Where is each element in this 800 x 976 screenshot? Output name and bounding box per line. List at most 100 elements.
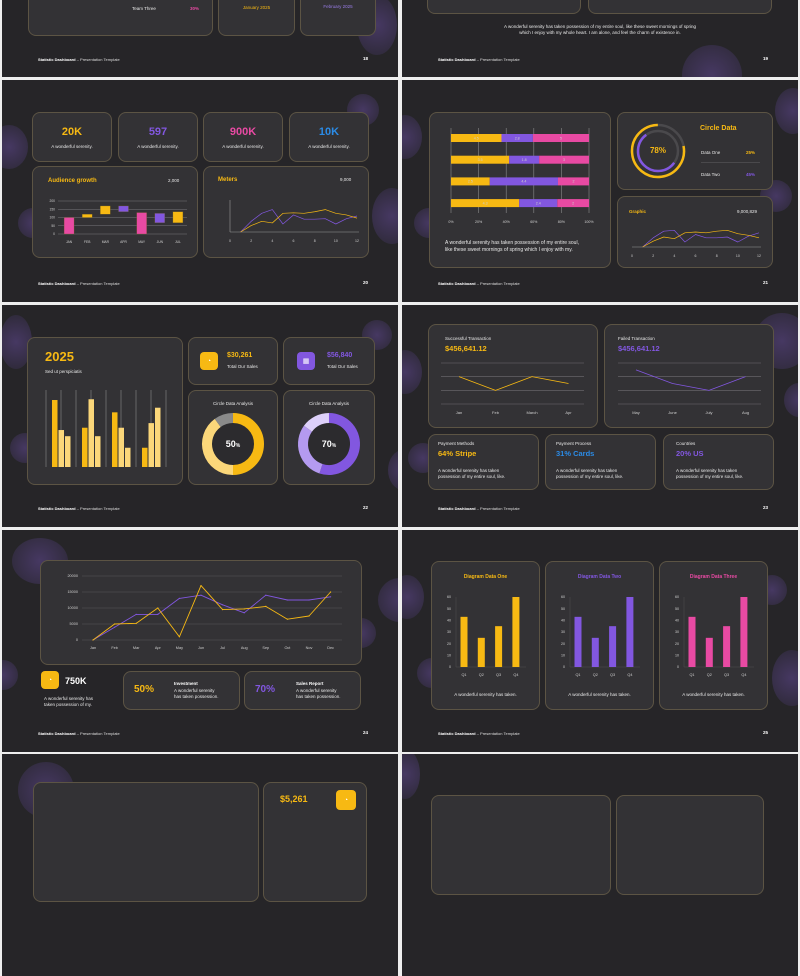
card-text: A wonderful serenity has taken [438,468,500,473]
data-two-label: Data Two [701,172,720,177]
decorative-blob [402,115,422,159]
data-point [178,636,180,638]
meters-card [203,166,369,258]
diagram-card [545,561,654,710]
donut-hole [212,423,254,465]
x-tick-label: 2 [250,239,252,243]
y-tick-label: 50 [561,607,565,611]
x-tick-label: APR [120,240,127,244]
bar-segment [557,199,589,208]
bar-label: 2 [572,201,574,205]
big-text: A wonderful serenity has [44,696,94,701]
slide-20[interactable]: 20K 597 900K 10K A wonderful serenity. A… [2,80,398,302]
x-tick-label: Q1 [689,673,694,677]
bar [125,447,131,467]
bar-label: 2 [572,180,574,184]
data-point [114,623,116,625]
slide-24[interactable]: 0 5000 10000 15000 20000 Jan Feb Mar Apr May Jun Ju… [2,530,398,752]
bar [723,626,731,667]
x-tick-label: Q2 [707,673,712,677]
diagram-text: A wonderful serenity has taken. [682,692,745,697]
investment-title: Investment [174,681,198,686]
decorative-blob [402,754,420,799]
slide-21[interactable]: 0% 20% 40% 60% 80% 100% 4.5 2.8 5 3.5 1.8 3 2.5 4.4 2 4… [402,80,798,302]
y-tick-label: 40 [675,619,679,623]
diagram-title: Diagram Data Three [689,574,738,580]
successful-transaction-label: Successful Transaction [445,336,492,341]
sales-label: Total Our Sales [327,364,358,369]
series-line [635,369,746,391]
y-tick-label: 20 [675,642,679,646]
x-tick-label: May [632,410,640,415]
bar [63,217,75,235]
slide-22[interactable]: 2025 Sed ut perspiciatis ◔ $30,261 Total… [2,305,398,527]
bar-segment [532,134,589,142]
y-tick-label: 20 [561,642,565,646]
y-tick-label: 60 [447,595,451,599]
series-line [92,594,331,641]
bar [740,597,748,667]
y-tick-label: 200 [49,199,55,203]
footer: Statistic Dashboard – Presentation Templ… [38,506,120,511]
failed-transaction-card [604,324,774,428]
successful-transaction-value: $456,641.12 [445,344,487,353]
x-tick-label: Q3 [610,673,615,677]
bar-segment [519,199,558,208]
bar-label: 2.5 [468,180,473,184]
bar [155,407,161,467]
sales-report-text: has taken possession. [296,694,341,699]
failed-transaction-label: Failed Transaction [618,336,655,341]
bar-segment [557,177,589,186]
y-tick-label: 0 [76,638,78,642]
slide-18[interactable]: Team Three 30% January 2025 February 202… [2,0,398,77]
x-tick-label: 40% [503,220,511,224]
x-tick-label: FEB [84,240,91,244]
graphic-line-chart: 0 2 4 6 8 10 12 [631,229,761,258]
data-point [157,607,159,609]
date-card-one [218,0,295,36]
diagram-card [659,561,768,710]
donut-hole [308,423,350,465]
bar-segment [501,134,533,142]
bar [118,205,129,212]
date-card-two [300,0,376,36]
x-tick-label: Q1 [461,673,466,677]
x-tick-label: Mar [133,646,140,650]
slide-25[interactable]: Diagram Data One 0 10 20 30 40 50 60 Q1 Q2 Q3 Q4 A… [402,530,798,752]
meters-value: 9,000 [340,177,352,182]
bar-label: 3.5 [478,158,483,162]
failed-transaction-chart: May June July Aug [618,362,761,415]
bar [58,430,64,467]
bar-label: 4.3 [483,201,488,205]
data-point [135,613,137,615]
data-point [330,596,332,598]
pie-chart-icon: ◔ [200,352,218,370]
x-tick-label: JUL [175,240,181,244]
x-tick-label: Dec [327,646,334,650]
slide-27[interactable] [402,754,798,976]
team-card [28,0,213,36]
slide-19[interactable]: A wonderful serenity has taken possessio… [402,0,798,77]
bar-label: 4.4 [521,180,526,184]
pie-chart-icon: ◔ [336,790,356,810]
bar-segment [451,199,520,208]
y-tick-label: 0 [53,232,55,236]
bar [82,427,88,467]
successful-transaction-chart: Jan Feb March Apr [441,362,584,415]
slide-26[interactable]: $5,261 ◔ [2,754,398,976]
y-tick-label: 10000 [67,606,78,610]
donut-segment [202,418,234,475]
bar [65,436,71,467]
data-point [286,618,288,620]
data-point [308,615,310,617]
bar-segment [489,177,558,186]
data-point [286,599,288,601]
circle-data-donut [630,123,686,179]
x-tick-label: JUN [157,240,164,244]
divider [701,162,760,163]
x-tick-label: 100% [584,220,594,224]
x-tick-label: 4 [271,239,273,243]
investment-card [123,671,240,710]
slide-23[interactable]: Successful Transaction $456,641.12 Jan Fe… [402,305,798,527]
page-number: 25 [762,730,768,735]
